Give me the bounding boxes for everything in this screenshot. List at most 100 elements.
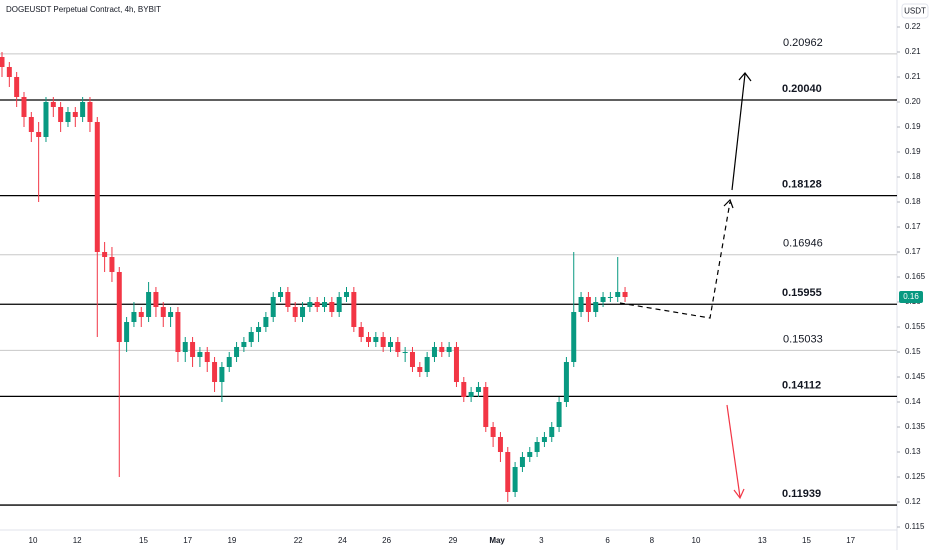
x-tick-label: 17: [846, 536, 855, 545]
candle-body: [512, 467, 518, 492]
y-tick-label: 0.17: [905, 247, 921, 256]
y-tick-label: 0.19: [905, 122, 921, 131]
candle-body: [534, 442, 540, 452]
candle-body: [314, 302, 320, 307]
candle-body: [270, 297, 276, 317]
candle-body: [439, 347, 445, 352]
candle-body: [14, 77, 20, 97]
x-tick-label: 3: [539, 536, 544, 545]
candle-body: [256, 327, 262, 332]
candle-body: [468, 392, 474, 397]
bearish-arrow: [726, 404, 741, 498]
candle-body: [241, 342, 247, 347]
candle-body: [212, 362, 218, 382]
candle-body: [197, 352, 203, 357]
y-tick-label: 0.15: [905, 347, 921, 356]
y-tick-label: 0.18: [905, 172, 921, 181]
bullish-arrowhead: [738, 72, 752, 82]
candle-body: [505, 452, 511, 492]
y-tick-label: 0.165: [905, 272, 926, 281]
candle-body: [336, 297, 342, 312]
candle-body: [285, 292, 291, 307]
y-tick-label: 0.22: [905, 22, 921, 31]
level-label: 0.15955: [782, 287, 822, 299]
candle-body: [490, 427, 496, 437]
candle-body: [593, 302, 599, 312]
candle-body: [124, 322, 130, 342]
candle-body: [527, 452, 533, 457]
candle-body: [278, 292, 284, 297]
candle-body: [424, 357, 430, 372]
y-tick-label: 0.19: [905, 147, 921, 156]
candle-body: [519, 457, 525, 467]
projection-dashed: [619, 201, 731, 319]
candle-body: [43, 102, 49, 137]
candle-body: [0, 57, 5, 67]
candle-body: [607, 297, 613, 298]
level-label: 0.20962: [783, 37, 823, 49]
candle-body: [50, 102, 56, 107]
candle-body: [28, 117, 34, 132]
y-tick-label: 0.14: [905, 397, 921, 406]
candle-body: [446, 347, 452, 352]
candle-body: [168, 312, 174, 317]
candle-body: [615, 292, 621, 297]
candle-body: [571, 312, 577, 362]
candle-body: [219, 367, 225, 382]
x-tick-label: 13: [758, 536, 767, 545]
candle-body: [483, 387, 489, 427]
x-tick-label: 19: [227, 536, 236, 545]
candle-body: [322, 302, 328, 307]
level-label: 0.16946: [783, 238, 823, 250]
candle-body: [329, 302, 335, 312]
candle-body: [563, 362, 569, 402]
candle-body: [556, 402, 562, 427]
candle-body: [461, 382, 467, 397]
candle-body: [72, 112, 78, 117]
y-tick-label: 0.135: [905, 422, 926, 431]
candle-body: [549, 427, 555, 437]
candle-body: [6, 67, 12, 77]
candle-body: [373, 337, 379, 342]
x-tick-label: 15: [139, 536, 148, 545]
candle-body: [344, 292, 350, 297]
candle-body: [292, 307, 298, 317]
candle-body: [497, 437, 503, 452]
candle-body: [248, 332, 254, 342]
x-tick-label: May: [489, 536, 505, 545]
candle-body: [226, 357, 232, 367]
candle-body: [622, 292, 628, 297]
candle-body: [21, 97, 27, 117]
level-label: 0.11939: [782, 488, 821, 500]
level-label: 0.15033: [783, 333, 823, 345]
candle-body: [358, 327, 364, 337]
candle-body: [234, 347, 240, 357]
x-tick-label: 10: [29, 536, 38, 545]
chart-title: DOGEUSDT Perpetual Contract, 4h, BYBIT: [6, 5, 161, 14]
x-tick-label: 12: [73, 536, 82, 545]
x-tick-label: 26: [382, 536, 391, 545]
candle-body: [153, 292, 159, 307]
candle-body: [94, 122, 100, 252]
x-tick-label: 8: [650, 536, 655, 545]
candle-body: [431, 347, 437, 357]
candle-body: [395, 342, 401, 352]
level-label: 0.20040: [782, 83, 822, 95]
y-tick-label: 0.125: [905, 472, 926, 481]
candle-body: [109, 257, 115, 272]
candle-body: [402, 352, 408, 353]
candle-body: [600, 297, 606, 302]
candle-body: [204, 352, 210, 362]
x-tick-label: 22: [294, 536, 303, 545]
projection-arrowhead: [723, 198, 734, 209]
candle-body: [116, 272, 122, 342]
x-tick-label: 17: [183, 536, 192, 545]
y-tick-label: 0.21: [905, 72, 921, 81]
y-tick-label: 0.115: [905, 522, 925, 531]
y-tick-label: 0.18: [905, 197, 921, 206]
candle-body: [387, 342, 393, 347]
x-tick-label: 15: [802, 536, 811, 545]
candle-body: [36, 132, 42, 137]
